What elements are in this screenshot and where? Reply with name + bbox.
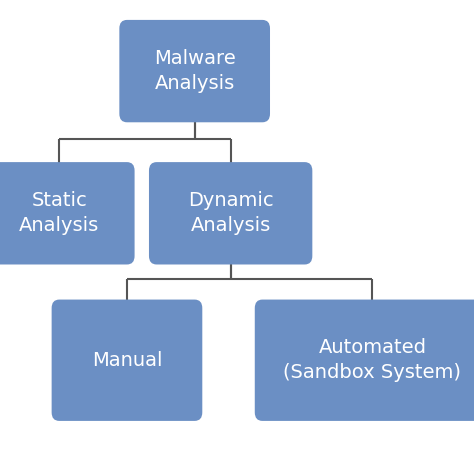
Text: Dynamic
Analysis: Dynamic Analysis bbox=[188, 191, 273, 235]
Text: Automated
(Sandbox System): Automated (Sandbox System) bbox=[283, 338, 461, 382]
FancyBboxPatch shape bbox=[119, 20, 270, 122]
FancyBboxPatch shape bbox=[52, 300, 202, 421]
FancyBboxPatch shape bbox=[0, 162, 135, 264]
FancyBboxPatch shape bbox=[149, 162, 312, 264]
Text: Malware
Analysis: Malware Analysis bbox=[154, 49, 236, 93]
Text: Manual: Manual bbox=[91, 351, 162, 370]
Text: Static
Analysis: Static Analysis bbox=[19, 191, 100, 235]
FancyBboxPatch shape bbox=[255, 300, 474, 421]
